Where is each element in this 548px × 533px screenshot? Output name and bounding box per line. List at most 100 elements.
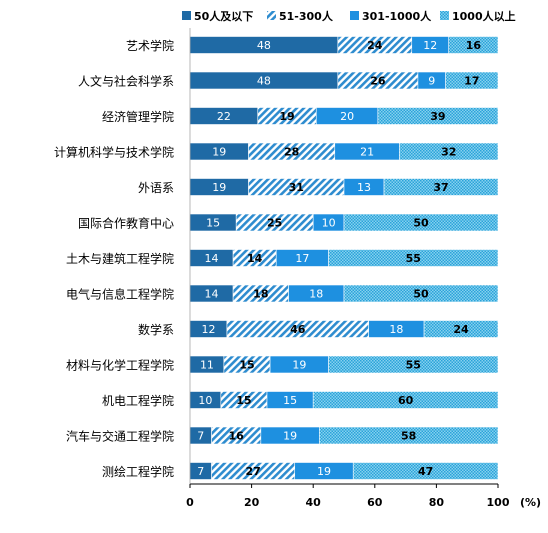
bar-row: 人文与社会科学系 48 26 9 17 <box>78 71 499 90</box>
legend-swatch <box>440 11 449 20</box>
data-label: 48 <box>257 75 271 88</box>
category-label: 电气与信息工程学院 <box>66 287 174 302</box>
data-label: 39 <box>430 110 445 123</box>
bar-segment <box>423 320 499 338</box>
data-label: 12 <box>423 39 437 52</box>
data-label: 32 <box>441 146 456 159</box>
x-tick-label: 80 <box>429 496 445 509</box>
data-label: 14 <box>247 252 263 265</box>
bar-segment <box>319 426 499 445</box>
bar-row: 测绘工程学院 7 27 19 47 <box>102 462 499 480</box>
data-label: 37 <box>433 181 448 194</box>
legend-swatch <box>182 11 191 20</box>
data-label: 25 <box>267 217 282 230</box>
data-label: 24 <box>367 39 383 52</box>
data-label: 18 <box>309 288 323 301</box>
data-label: 19 <box>279 110 294 123</box>
data-label: 19 <box>212 146 226 159</box>
data-label: 60 <box>398 394 414 407</box>
legend-label: 50人及以下 <box>194 9 253 23</box>
legend-label: 301-1000人 <box>362 9 432 23</box>
data-label: 27 <box>245 465 260 478</box>
x-tick-label: 40 <box>306 496 322 509</box>
data-label: 10 <box>322 217 336 230</box>
bar-segment <box>312 391 499 409</box>
data-label: 15 <box>206 217 220 230</box>
data-label: 55 <box>406 359 421 372</box>
data-label: 15 <box>283 394 297 407</box>
bar-row: 机电工程学院 10 15 15 60 <box>102 391 499 409</box>
category-label: 人文与社会科学系 <box>78 74 174 89</box>
category-label: 经济管理学院 <box>102 109 174 124</box>
bar-row: 材料与化学工程学院 11 15 19 55 <box>66 355 499 374</box>
bar-row: 国际合作教育中心 15 25 10 50 <box>78 213 499 232</box>
category-label: 国际合作教育中心 <box>78 216 174 231</box>
data-label: 19 <box>283 430 297 443</box>
bar-row: 数学系 12 46 18 24 <box>138 320 499 338</box>
data-label: 47 <box>418 465 433 478</box>
x-tick-label: 0 <box>186 496 194 509</box>
data-label: 7 <box>197 465 204 478</box>
legend-label: 51-300人 <box>279 9 334 23</box>
x-tick-label: 20 <box>244 496 260 509</box>
data-label: 19 <box>212 181 226 194</box>
legend-swatch <box>350 11 359 20</box>
bar-row: 经济管理学院 22 19 20 39 <box>102 107 499 125</box>
data-label: 15 <box>236 394 251 407</box>
bar-row: 电气与信息工程学院 14 18 18 50 <box>66 284 499 303</box>
data-label: 48 <box>257 39 271 52</box>
legend-swatch <box>267 11 276 20</box>
data-label: 19 <box>317 465 331 478</box>
bar-segment <box>445 71 499 90</box>
data-label: 50 <box>413 217 429 230</box>
data-label: 10 <box>198 394 212 407</box>
category-label: 测绘工程学院 <box>102 464 174 479</box>
data-label: 14 <box>205 252 219 265</box>
category-label: 计算机科学与技术学院 <box>54 145 174 160</box>
data-label: 31 <box>289 181 304 194</box>
data-label: 12 <box>201 323 215 336</box>
category-label: 艺术学院 <box>126 38 174 53</box>
bar-segment <box>377 107 499 125</box>
data-label: 16 <box>229 430 245 443</box>
bar-row: 艺术学院 48 24 12 16 <box>126 36 499 54</box>
x-tick-label: 100 <box>487 496 510 509</box>
category-label: 外语系 <box>138 181 174 195</box>
x-axis: 0 20 40 60 80 100 (%) <box>186 28 541 509</box>
data-label: 20 <box>340 110 354 123</box>
bar-segment <box>352 462 499 480</box>
data-label: 14 <box>205 288 219 301</box>
category-label: 机电工程学院 <box>102 393 174 408</box>
data-label: 46 <box>290 323 306 336</box>
data-label: 13 <box>357 181 371 194</box>
data-label: 18 <box>253 288 268 301</box>
bar-groups: 艺术学院 48 24 12 16 人文与社会科学系 48 26 9 17 经济管理学院 22 19 20 3… <box>54 36 499 480</box>
bar-segment <box>328 355 499 374</box>
data-label: 28 <box>284 146 299 159</box>
legend-label: 1000人以上 <box>452 9 516 23</box>
category-label: 数学系 <box>138 322 174 337</box>
data-label: 11 <box>200 359 214 372</box>
x-axis-unit: (%) <box>520 496 541 509</box>
data-label: 58 <box>401 430 416 443</box>
data-label: 26 <box>370 75 386 88</box>
bar-row: 计算机科学与技术学院 19 28 21 32 <box>54 142 499 161</box>
data-label: 21 <box>360 146 374 159</box>
bar-segment <box>383 178 499 196</box>
x-tick-label: 60 <box>367 496 383 509</box>
bar-segment <box>343 284 499 303</box>
data-label: 19 <box>292 359 306 372</box>
legend: 50人及以下 51-300人 301-1000人 1000人以上 <box>182 9 516 23</box>
data-label: 17 <box>295 252 309 265</box>
data-label: 55 <box>406 252 421 265</box>
category-label: 土木与建筑工程学院 <box>66 251 174 266</box>
data-label: 22 <box>217 110 231 123</box>
data-label: 16 <box>466 39 482 52</box>
bar-segment <box>328 249 499 267</box>
data-label: 9 <box>428 75 435 88</box>
data-label: 18 <box>389 323 403 336</box>
bar-row: 汽车与交通工程学院 7 16 19 58 <box>66 426 499 445</box>
bar-segment <box>343 213 499 232</box>
